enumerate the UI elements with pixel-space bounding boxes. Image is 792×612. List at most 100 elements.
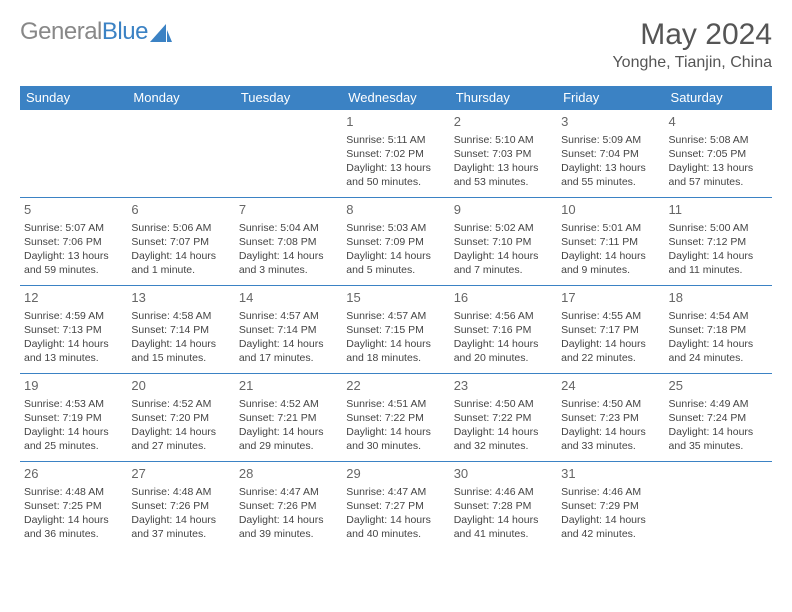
- weekday-header: Monday: [127, 86, 234, 110]
- calendar-cell: 9Sunrise: 5:02 AMSunset: 7:10 PMDaylight…: [450, 198, 557, 286]
- weekday-header: Saturday: [665, 86, 772, 110]
- day-number: 28: [239, 465, 338, 483]
- calendar-cell: 8Sunrise: 5:03 AMSunset: 7:09 PMDaylight…: [342, 198, 449, 286]
- daylight-line: Daylight: 14 hours and 24 minutes.: [669, 337, 768, 365]
- daylight-line: Daylight: 14 hours and 37 minutes.: [131, 513, 230, 541]
- sunset-line: Sunset: 7:18 PM: [669, 323, 768, 337]
- calendar-row: 19Sunrise: 4:53 AMSunset: 7:19 PMDayligh…: [20, 374, 772, 462]
- daylight-line: Daylight: 14 hours and 33 minutes.: [561, 425, 660, 453]
- calendar-cell: 7Sunrise: 5:04 AMSunset: 7:08 PMDaylight…: [235, 198, 342, 286]
- daylight-line: Daylight: 14 hours and 11 minutes.: [669, 249, 768, 277]
- sunset-line: Sunset: 7:26 PM: [239, 499, 338, 513]
- calendar-cell: 20Sunrise: 4:52 AMSunset: 7:20 PMDayligh…: [127, 374, 234, 462]
- calendar-body: 1Sunrise: 5:11 AMSunset: 7:02 PMDaylight…: [20, 110, 772, 550]
- sunset-line: Sunset: 7:27 PM: [346, 499, 445, 513]
- sunrise-line: Sunrise: 4:49 AM: [669, 397, 768, 411]
- sunrise-line: Sunrise: 5:00 AM: [669, 221, 768, 235]
- day-number: 4: [669, 113, 768, 131]
- sunrise-line: Sunrise: 5:03 AM: [346, 221, 445, 235]
- sunrise-line: Sunrise: 4:53 AM: [24, 397, 123, 411]
- sunrise-line: Sunrise: 5:10 AM: [454, 133, 553, 147]
- calendar-cell: [665, 462, 772, 550]
- calendar-cell: 18Sunrise: 4:54 AMSunset: 7:18 PMDayligh…: [665, 286, 772, 374]
- day-number: 11: [669, 201, 768, 219]
- calendar-cell: 17 Sunrise: 4:55 AMSunset: 7:17 PMDayligh…: [557, 286, 664, 374]
- daylight-line: Daylight: 13 hours and 55 minutes.: [561, 161, 660, 189]
- sunrise-line: Sunrise: 4:56 AM: [454, 309, 553, 323]
- sunrise-line: Sunrise: 4:55 AM: [561, 309, 660, 323]
- page-title: May 2024: [612, 18, 772, 52]
- sunrise-line: Sunrise: 5:01 AM: [561, 221, 660, 235]
- sunset-line: Sunset: 7:04 PM: [561, 147, 660, 161]
- day-number: 9: [454, 201, 553, 219]
- calendar-cell: 30Sunrise: 4:46 AMSunset: 7:28 PMDayligh…: [450, 462, 557, 550]
- daylight-line: Daylight: 13 hours and 59 minutes.: [24, 249, 123, 277]
- calendar-cell: 1Sunrise: 5:11 AMSunset: 7:02 PMDaylight…: [342, 110, 449, 198]
- sunrise-line: Sunrise: 5:06 AM: [131, 221, 230, 235]
- sunset-line: Sunset: 7:21 PM: [239, 411, 338, 425]
- daylight-line: Daylight: 14 hours and 42 minutes.: [561, 513, 660, 541]
- sunrise-line: Sunrise: 4:50 AM: [561, 397, 660, 411]
- day-number: 12: [24, 289, 123, 307]
- day-number: 23: [454, 377, 553, 395]
- calendar-cell: 14 Sunrise: 4:57 AMSunset: 7:14 PMDayligh…: [235, 286, 342, 374]
- calendar-cell: 11 Sunrise: 5:00 AMSunset: 7:12 PMDayligh…: [665, 198, 772, 286]
- sunset-line: Sunset: 7:14 PM: [239, 323, 338, 337]
- sunset-line: Sunset: 7:19 PM: [24, 411, 123, 425]
- daylight-line: Daylight: 14 hours and 17 minutes.: [239, 337, 338, 365]
- day-number: 25: [669, 377, 768, 395]
- sunset-line: Sunset: 7:12 PM: [669, 235, 768, 249]
- sunrise-line: Sunrise: 5:08 AM: [669, 133, 768, 147]
- day-number: 10: [561, 201, 660, 219]
- sunrise-line: Sunrise: 4:59 AM: [24, 309, 123, 323]
- day-number: 13: [131, 289, 230, 307]
- sunrise-line: Sunrise: 4:57 AM: [239, 309, 338, 323]
- daylight-line: Daylight: 14 hours and 36 minutes.: [24, 513, 123, 541]
- day-number: 5: [24, 201, 123, 219]
- day-number: 8: [346, 201, 445, 219]
- calendar-cell: [235, 110, 342, 198]
- daylight-line: Daylight: 14 hours and 22 minutes.: [561, 337, 660, 365]
- daylight-line: Daylight: 14 hours and 3 minutes.: [239, 249, 338, 277]
- day-number: 3: [561, 113, 660, 131]
- sunrise-line: Sunrise: 4:47 AM: [346, 485, 445, 499]
- daylight-line: Daylight: 14 hours and 35 minutes.: [669, 425, 768, 453]
- daylight-line: Daylight: 14 hours and 20 minutes.: [454, 337, 553, 365]
- location-text: Yonghe, Tianjin, China: [612, 54, 772, 72]
- sunrise-line: Sunrise: 4:46 AM: [454, 485, 553, 499]
- day-number: 17: [561, 289, 660, 307]
- calendar-cell: 12Sunrise: 4:59 AMSunset: 7:13 PMDayligh…: [20, 286, 127, 374]
- sunset-line: Sunset: 7:17 PM: [561, 323, 660, 337]
- daylight-line: Daylight: 14 hours and 18 minutes.: [346, 337, 445, 365]
- calendar-cell: 3Sunrise: 5:09 AMSunset: 7:04 PMDaylight…: [557, 110, 664, 198]
- daylight-line: Daylight: 14 hours and 39 minutes.: [239, 513, 338, 541]
- sunrise-line: Sunrise: 4:47 AM: [239, 485, 338, 499]
- sunset-line: Sunset: 7:06 PM: [24, 235, 123, 249]
- day-number: 24: [561, 377, 660, 395]
- sunset-line: Sunset: 7:02 PM: [346, 147, 445, 161]
- weekday-header: Tuesday: [235, 86, 342, 110]
- calendar-cell: 24Sunrise: 4:50 AMSunset: 7:23 PMDayligh…: [557, 374, 664, 462]
- sunset-line: Sunset: 7:13 PM: [24, 323, 123, 337]
- calendar-cell: 31Sunrise: 4:46 AMSunset: 7:29 PMDayligh…: [557, 462, 664, 550]
- sunset-line: Sunset: 7:20 PM: [131, 411, 230, 425]
- sunset-line: Sunset: 7:28 PM: [454, 499, 553, 513]
- weekday-header: Wednesday: [342, 86, 449, 110]
- sunset-line: Sunset: 7:26 PM: [131, 499, 230, 513]
- daylight-line: Daylight: 13 hours and 57 minutes.: [669, 161, 768, 189]
- sunrise-line: Sunrise: 4:57 AM: [346, 309, 445, 323]
- daylight-line: Daylight: 14 hours and 1 minute.: [131, 249, 230, 277]
- sunset-line: Sunset: 7:08 PM: [239, 235, 338, 249]
- calendar-cell: 27Sunrise: 4:48 AMSunset: 7:26 PMDayligh…: [127, 462, 234, 550]
- sunset-line: Sunset: 7:15 PM: [346, 323, 445, 337]
- day-number: 14: [239, 289, 338, 307]
- calendar-cell: 13Sunrise: 4:58 AMSunset: 7:14 PMDayligh…: [127, 286, 234, 374]
- sunrise-line: Sunrise: 5:07 AM: [24, 221, 123, 235]
- sunset-line: Sunset: 7:10 PM: [454, 235, 553, 249]
- sunrise-line: Sunrise: 4:52 AM: [131, 397, 230, 411]
- sunset-line: Sunset: 7:11 PM: [561, 235, 660, 249]
- sunrise-line: Sunrise: 4:48 AM: [131, 485, 230, 499]
- daylight-line: Daylight: 14 hours and 30 minutes.: [346, 425, 445, 453]
- calendar-cell: 2Sunrise: 5:10 AMSunset: 7:03 PMDaylight…: [450, 110, 557, 198]
- day-number: 7: [239, 201, 338, 219]
